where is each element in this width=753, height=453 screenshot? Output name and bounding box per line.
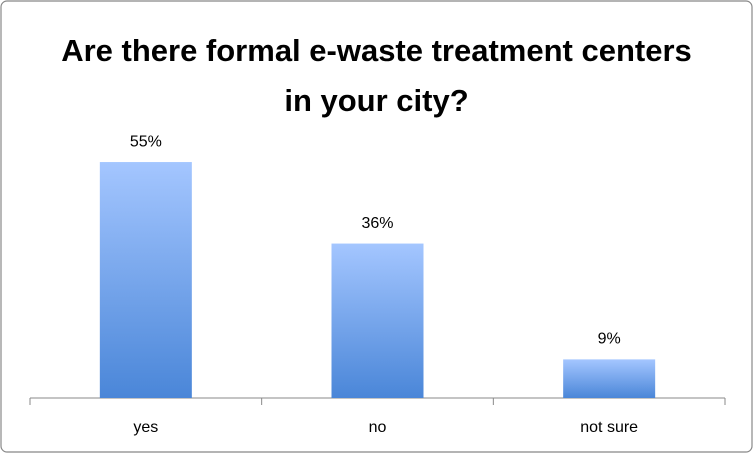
value-label: 55% <box>130 133 162 150</box>
bar <box>99 162 192 398</box>
x-tick-label: no <box>369 419 387 436</box>
chart-title: Are there formal e-waste treatment cente… <box>61 33 692 118</box>
value-label: 36% <box>361 215 393 232</box>
bar <box>563 359 656 398</box>
x-tick-label: not sure <box>580 419 638 436</box>
bar <box>331 243 424 398</box>
x-tick-label: yes <box>133 419 158 436</box>
value-label: 9% <box>598 331 621 348</box>
